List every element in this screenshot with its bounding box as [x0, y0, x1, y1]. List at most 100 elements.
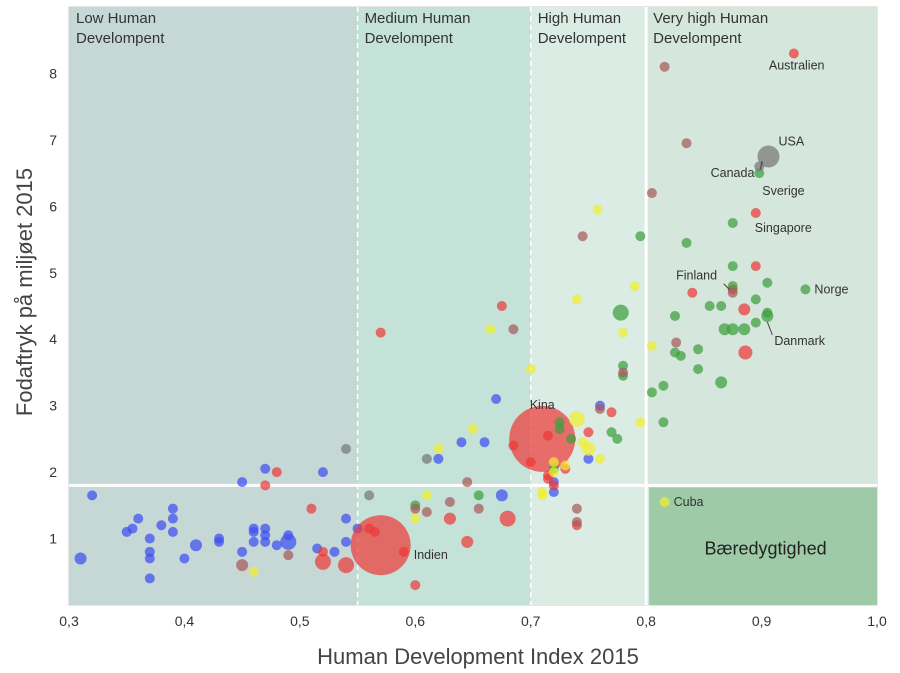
region-3	[530, 7, 647, 605]
data-point-5	[133, 513, 144, 524]
data-point-152	[646, 188, 657, 199]
axes-layer: Human Development Index 2015 Fodaftryk p…	[12, 65, 887, 669]
data-point-75	[738, 345, 753, 360]
data-point-14	[179, 553, 190, 564]
data-point-2	[87, 490, 98, 501]
data-point-125	[548, 457, 559, 468]
data-point-118	[421, 490, 432, 501]
data-point-57	[443, 512, 456, 525]
data-point-66	[543, 473, 554, 484]
data-point-99	[693, 344, 704, 355]
data-point-29	[280, 533, 297, 550]
data-point-67	[548, 480, 559, 491]
data-point-85	[606, 427, 617, 438]
data-point-105	[727, 261, 738, 272]
data-point-93	[658, 380, 669, 391]
data-point-127	[560, 460, 571, 471]
data-point-59	[496, 301, 507, 311]
x-tick-label-6: 0,8	[636, 613, 656, 629]
data-point-119	[433, 443, 444, 454]
data-point-109	[750, 317, 761, 328]
data-point-83	[554, 423, 565, 434]
data-point-71	[606, 407, 617, 418]
x-tick-label-8: 1,0	[867, 613, 887, 629]
data-point-22	[248, 536, 259, 547]
data-point-54	[398, 546, 409, 557]
data-point-131	[581, 441, 596, 456]
data-point-32	[329, 546, 340, 557]
annotation-5: Singapore	[755, 221, 812, 235]
points-layer	[74, 48, 811, 591]
data-point-122	[525, 364, 536, 375]
x-tick-label-7: 0,9	[752, 613, 772, 629]
data-point-84	[566, 433, 577, 444]
leader-finland	[723, 283, 731, 291]
data-point-132	[592, 204, 603, 215]
data-point-142	[421, 506, 432, 517]
data-point-50	[338, 557, 355, 574]
annotation-8: Danmark	[774, 334, 825, 348]
data-point-19	[237, 546, 248, 557]
data-point-37	[456, 437, 467, 448]
data-point-91	[646, 387, 657, 398]
annotation-4: Sverige	[762, 184, 804, 198]
y-tick-label-4: 4	[49, 331, 57, 347]
data-point-87	[612, 304, 629, 321]
data-point-115	[800, 284, 811, 295]
leader-danmark	[766, 321, 773, 336]
annotation-9: Kina	[530, 398, 555, 412]
data-point-60	[499, 510, 516, 527]
data-point-108	[738, 323, 751, 336]
annotation-1: Australien	[769, 59, 825, 73]
data-point-104	[726, 323, 739, 336]
data-point-149	[571, 516, 582, 527]
data-point-76	[750, 261, 761, 272]
data-point-38	[479, 437, 490, 448]
data-point-158	[364, 490, 375, 501]
x-tick-label-4: 0,6	[406, 613, 426, 629]
region-label-1-line1: Low Human	[76, 10, 156, 27]
regions-layer	[68, 6, 878, 606]
annotation-6: Finland	[676, 269, 717, 283]
data-point-134	[618, 327, 629, 338]
data-point-36	[433, 453, 444, 464]
x-tick-label-1: 0,3	[59, 613, 79, 629]
data-point-9	[144, 573, 155, 584]
data-point-133	[594, 453, 605, 464]
y-tick-label-5: 5	[49, 265, 57, 281]
data-point-114	[762, 307, 773, 318]
data-point-148	[571, 503, 582, 514]
data-point-13	[167, 526, 178, 537]
data-point-26	[260, 536, 271, 547]
data-point-11	[167, 503, 178, 514]
data-point-1	[74, 552, 87, 565]
region-label-3-line1: High Human	[538, 10, 621, 27]
data-point-155	[681, 138, 692, 149]
data-point-140	[283, 550, 294, 561]
data-point-157	[341, 443, 352, 454]
data-point-141	[410, 503, 421, 514]
annotation-10: Indien	[414, 548, 448, 562]
data-point-47	[306, 503, 317, 514]
x-tick-label-3: 0,5	[290, 613, 310, 629]
data-point-55	[410, 580, 421, 591]
y-tick-label-8: 8	[49, 65, 57, 81]
region-label-4-line1: Very high Human	[653, 10, 768, 27]
data-point-137	[646, 340, 657, 351]
data-point-98	[693, 364, 704, 375]
data-point-40	[495, 489, 508, 502]
sustainability-label: Bæredygtighed	[705, 539, 827, 559]
region-label-2-line1: Medium Human	[365, 10, 471, 27]
data-point-18	[237, 477, 248, 488]
data-point-135	[629, 281, 640, 292]
data-point-53	[350, 515, 411, 576]
region-1	[69, 7, 358, 605]
data-point-72	[687, 287, 698, 298]
data-point-136	[635, 417, 646, 428]
annotation-7: Norge	[814, 282, 848, 296]
data-point-124	[537, 490, 548, 501]
y-axis-title: Fodaftryk på miljøet 2015	[12, 168, 37, 416]
data-point-96	[675, 350, 686, 361]
data-point-56	[375, 327, 386, 338]
